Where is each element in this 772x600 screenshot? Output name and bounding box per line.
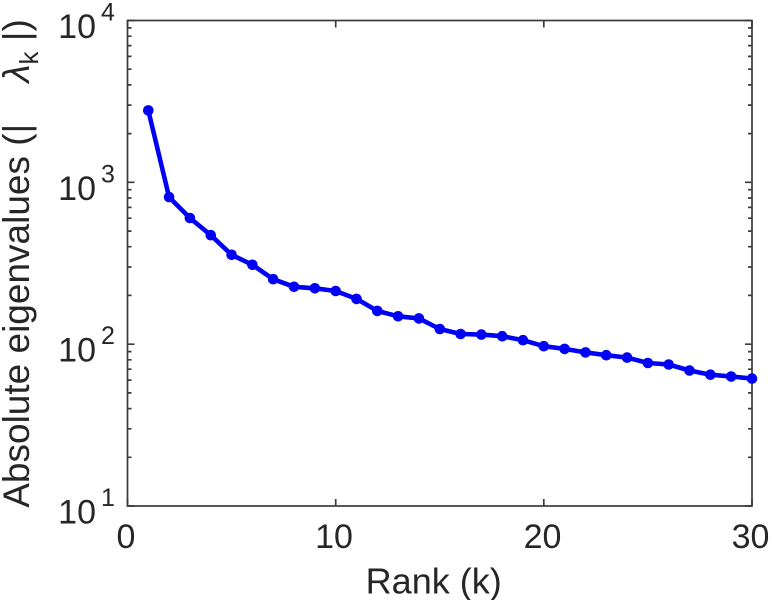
svg-text:10: 10 [58, 170, 96, 208]
svg-text:Rank (k): Rank (k) [366, 561, 502, 600]
svg-text:Absolute eigenvalues (| λk: Absolute eigenvalues (| λk |) [0, 19, 44, 508]
svg-text:10: 10 [58, 494, 96, 532]
svg-text:10: 10 [315, 518, 353, 556]
svg-text:4: 4 [101, 0, 115, 27]
svg-text:0: 0 [117, 518, 136, 556]
svg-text:20: 20 [524, 518, 562, 556]
svg-text:1: 1 [101, 484, 115, 512]
svg-text:3: 3 [101, 160, 115, 188]
svg-text:30: 30 [732, 518, 770, 556]
svg-text:2: 2 [101, 322, 115, 350]
svg-text:10: 10 [58, 332, 96, 370]
svg-text:10: 10 [58, 8, 96, 46]
